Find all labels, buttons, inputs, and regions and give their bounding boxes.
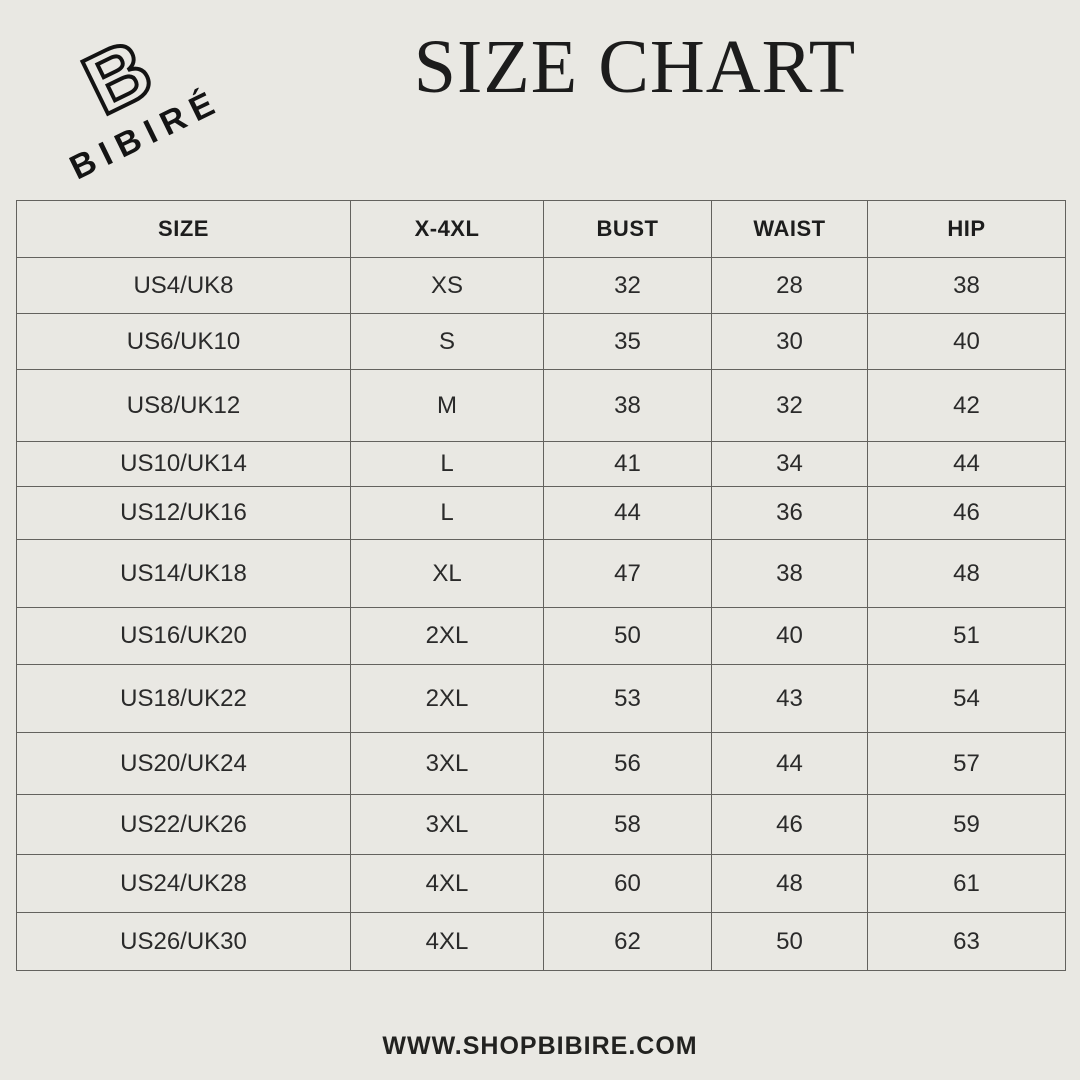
cell-hip: 54: [867, 664, 1066, 733]
cell-bust: 56: [543, 732, 712, 795]
cell-waist: 40: [711, 607, 868, 665]
footer-website-url: WWW.SHOPBIBIRE.COM: [382, 1032, 698, 1060]
table-row: US20/UK24 3XL 56 44 57: [16, 732, 1066, 795]
header-cell-x-4xl: X-4XL: [350, 200, 544, 258]
cell-hip: 42: [867, 369, 1066, 442]
cell-bust: 44: [543, 486, 712, 540]
cell-bust: 53: [543, 664, 712, 733]
header-cell-size: SIZE: [16, 200, 351, 258]
table-row: US8/UK12 M 38 32 42: [16, 369, 1066, 442]
cell-bust: 58: [543, 794, 712, 855]
cell-size: US26/UK30: [16, 912, 351, 971]
cell-x-4xl: 4XL: [350, 854, 544, 913]
cell-size: US12/UK16: [16, 486, 351, 540]
cell-hip: 48: [867, 539, 1066, 608]
cell-hip: 46: [867, 486, 1066, 540]
table-row: US24/UK28 4XL 60 48 61: [16, 854, 1066, 913]
cell-x-4xl: XL: [350, 539, 544, 608]
cell-x-4xl: L: [350, 486, 544, 540]
cell-size: US8/UK12: [16, 369, 351, 442]
cell-size: US4/UK8: [16, 257, 351, 314]
table-row: US12/UK16 L 44 36 46: [16, 486, 1066, 540]
cell-size: US24/UK28: [16, 854, 351, 913]
size-table: SIZE X-4XL BUST WAIST HIP US4/UK8 XS 32 28 38 US6…: [16, 200, 1066, 971]
table-header-row: SIZE X-4XL BUST WAIST HIP: [16, 200, 1066, 258]
brand-logo: B BIBIRÉ: [0, 0, 260, 214]
cell-waist: 32: [711, 369, 868, 442]
header-cell-hip: HIP: [867, 200, 1066, 258]
cell-bust: 35: [543, 313, 712, 370]
cell-waist: 44: [711, 732, 868, 795]
table-row: US10/UK14 L 41 34 44: [16, 441, 1066, 487]
table-body: US4/UK8 XS 32 28 38 US6/UK10 S 35 30 40 US8/UK12 M 3…: [16, 257, 1066, 971]
cell-x-4xl: M: [350, 369, 544, 442]
cell-waist: 30: [711, 313, 868, 370]
cell-hip: 38: [867, 257, 1066, 314]
cell-hip: 63: [867, 912, 1066, 971]
table-row: US16/UK20 2XL 50 40 51: [16, 607, 1066, 665]
cell-size: US22/UK26: [16, 794, 351, 855]
cell-hip: 51: [867, 607, 1066, 665]
cell-x-4xl: L: [350, 441, 544, 487]
cell-hip: 57: [867, 732, 1066, 795]
size-table-grid: SIZE X-4XL BUST WAIST HIP US4/UK8 XS 32 28 38 US6…: [16, 200, 1066, 971]
cell-hip: 40: [867, 313, 1066, 370]
table-head: SIZE X-4XL BUST WAIST HIP: [16, 200, 1066, 258]
table-row: US14/UK18 XL 47 38 48: [16, 539, 1066, 608]
cell-x-4xl: 3XL: [350, 794, 544, 855]
cell-bust: 60: [543, 854, 712, 913]
cell-waist: 36: [711, 486, 868, 540]
cell-waist: 34: [711, 441, 868, 487]
cell-bust: 41: [543, 441, 712, 487]
cell-waist: 38: [711, 539, 868, 608]
table-row: US26/UK30 4XL 62 50 63: [16, 912, 1066, 971]
header-cell-bust: BUST: [543, 200, 712, 258]
cell-waist: 43: [711, 664, 868, 733]
cell-size: US6/UK10: [16, 313, 351, 370]
cell-hip: 44: [867, 441, 1066, 487]
cell-size: US10/UK14: [16, 441, 351, 487]
cell-hip: 59: [867, 794, 1066, 855]
cell-size: US14/UK18: [16, 539, 351, 608]
table-row: US4/UK8 XS 32 28 38: [16, 257, 1066, 314]
cell-waist: 48: [711, 854, 868, 913]
cell-size: US18/UK22: [16, 664, 351, 733]
cell-size: US16/UK20: [16, 607, 351, 665]
cell-x-4xl: 3XL: [350, 732, 544, 795]
cell-waist: 28: [711, 257, 868, 314]
cell-x-4xl: 2XL: [350, 664, 544, 733]
table-row: US22/UK26 3XL 58 46 59: [16, 794, 1066, 855]
header-cell-waist: WAIST: [711, 200, 868, 258]
cell-bust: 62: [543, 912, 712, 971]
table-row: US6/UK10 S 35 30 40: [16, 313, 1066, 370]
cell-bust: 47: [543, 539, 712, 608]
cell-x-4xl: 2XL: [350, 607, 544, 665]
cell-bust: 38: [543, 369, 712, 442]
cell-hip: 61: [867, 854, 1066, 913]
cell-size: US20/UK24: [16, 732, 351, 795]
cell-x-4xl: S: [350, 313, 544, 370]
cell-bust: 32: [543, 257, 712, 314]
table-row: US18/UK22 2XL 53 43 54: [16, 664, 1066, 733]
cell-x-4xl: 4XL: [350, 912, 544, 971]
cell-waist: 46: [711, 794, 868, 855]
page-title: SIZE CHART: [413, 25, 857, 109]
cell-waist: 50: [711, 912, 868, 971]
cell-x-4xl: XS: [350, 257, 544, 314]
cell-bust: 50: [543, 607, 712, 665]
